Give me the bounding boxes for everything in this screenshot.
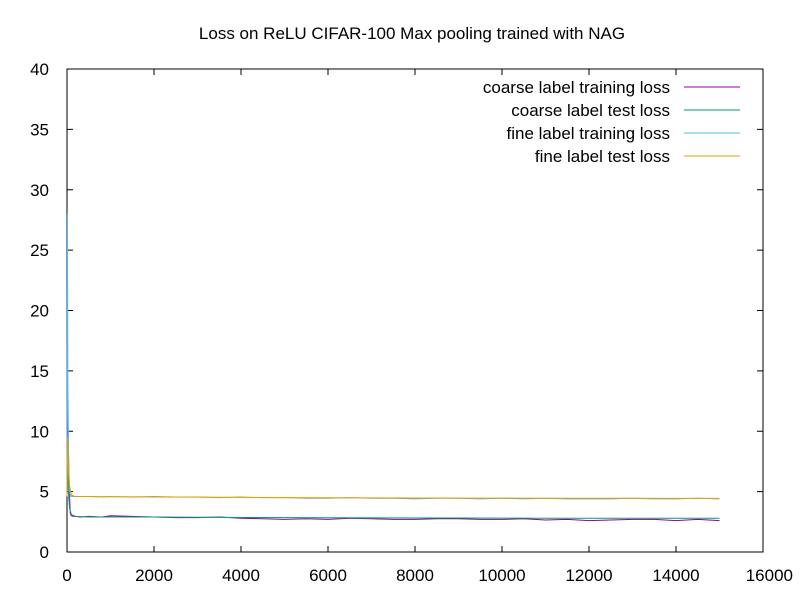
x-tick-label: 16000 [746, 566, 793, 585]
x-tick-label: 4000 [222, 566, 260, 585]
series-line-1 [66, 401, 720, 522]
series-lines [66, 213, 720, 522]
y-tick-label: 40 [30, 60, 49, 79]
legend-label: fine label test loss [535, 147, 670, 166]
axis-ticks: 0 2000 4000 6000 8000 10000 12000 14000 16000 0 5 1… [30, 60, 793, 585]
y-tick-label: 5 [40, 483, 49, 502]
y-tick-label: 10 [30, 422, 49, 441]
x-tick-label: 10000 [478, 566, 525, 585]
x-tick-label: 6000 [309, 566, 347, 585]
y-tick-label: 20 [30, 302, 49, 321]
legend-label: coarse label test loss [511, 101, 670, 120]
legend: coarse label training loss coarse label t… [483, 78, 740, 166]
x-tick-label: 0 [62, 566, 71, 585]
y-tick-label: 15 [30, 362, 49, 381]
series-line-3 [66, 213, 720, 500]
x-tick-label: 14000 [652, 566, 699, 585]
x-tick-label: 8000 [396, 566, 434, 585]
series-line-2 [66, 466, 720, 519]
chart-title: Loss on ReLU CIFAR-100 Max pooling train… [199, 24, 625, 43]
legend-label: fine label training loss [507, 124, 670, 143]
y-tick-label: 35 [30, 120, 49, 139]
series-line-4 [66, 436, 720, 499]
y-tick-label: 0 [40, 543, 49, 562]
y-tick-label: 25 [30, 241, 49, 260]
y-tick-label: 30 [30, 181, 49, 200]
x-tick-label: 2000 [135, 566, 173, 585]
legend-label: coarse label training loss [483, 78, 670, 97]
x-tick-label: 12000 [565, 566, 612, 585]
